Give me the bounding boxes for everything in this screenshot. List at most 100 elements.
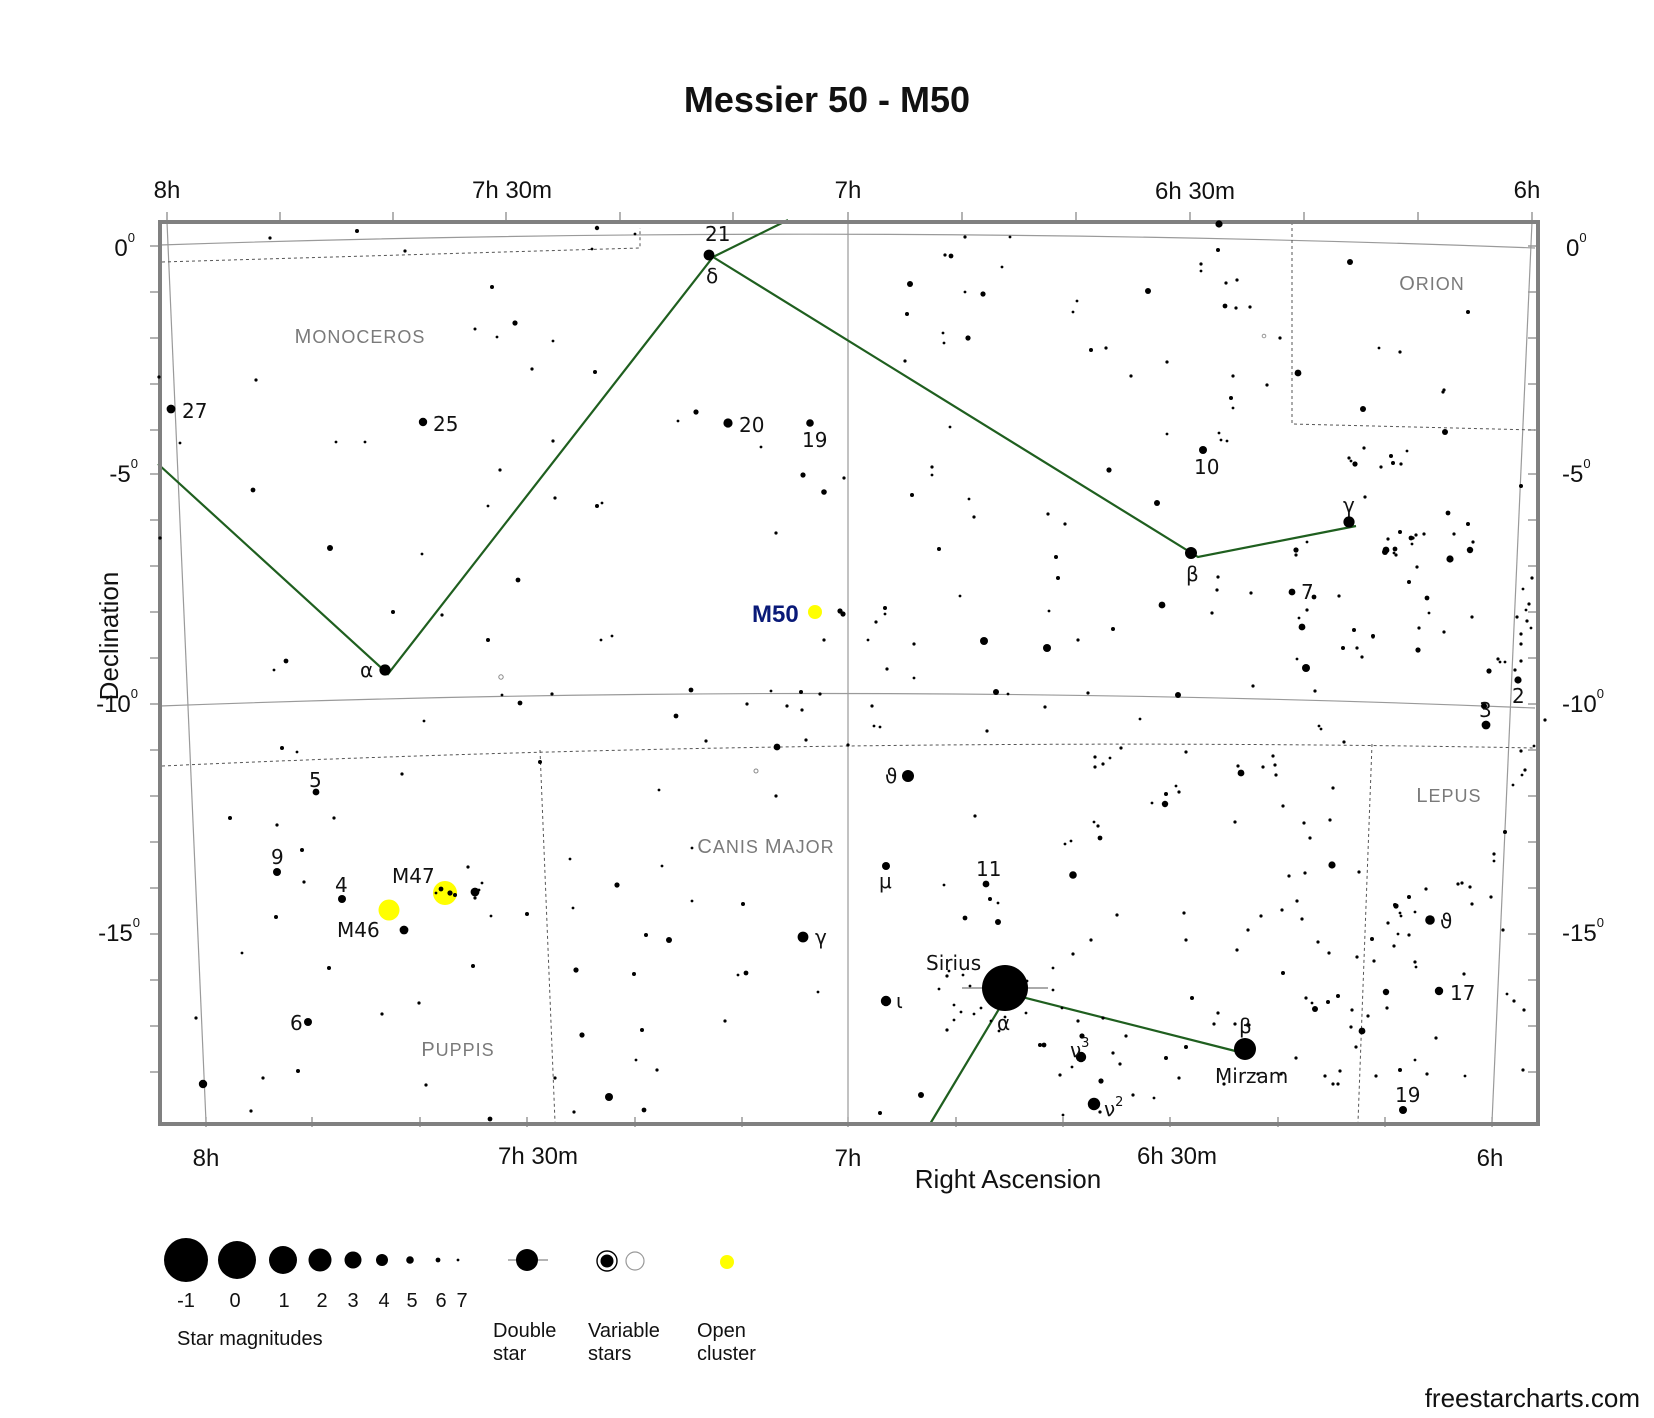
boundary-lepus [1357, 743, 1373, 1123]
label-7: 7 [1301, 580, 1314, 604]
legend-mag-1 [269, 1246, 297, 1274]
star-near-m47 [470, 887, 480, 897]
label-m46: M46 [337, 918, 380, 942]
label-nu3: ν [1070, 1038, 1081, 1062]
canis-major-stick-figure [1009, 992, 1252, 1057]
label-mirzam: Mirzam [1215, 1064, 1288, 1088]
svg-text:-100: -100 [1562, 686, 1604, 718]
star-20-mon [723, 418, 733, 428]
star-17-lep [1434, 986, 1444, 996]
label-3: 3 [1479, 698, 1492, 722]
star-sirius [982, 965, 1028, 1011]
dec-axis-right: 0 0 -50 -100 -150 [1562, 230, 1604, 947]
legend-magnitudes-caption: Star magnitudes [177, 1328, 323, 1350]
constellation-puppis: PUPPIS [421, 1039, 494, 1061]
star-theta-lep [1425, 915, 1435, 925]
label-nu3-sup: 3 [1081, 1036, 1089, 1051]
star-7-mon [1288, 588, 1296, 596]
label-20: 20 [739, 413, 764, 437]
legend: -1 0 1 2 3 4 5 6 7 Star magnitudes Doubl… [164, 1238, 756, 1365]
label-iota: ι [896, 989, 903, 1013]
legend-open-cluster-line1: Open [697, 1320, 746, 1342]
cluster-m46-marker [378, 899, 400, 921]
legend-variable-star-faint-icon [625, 1251, 645, 1271]
label-25: 25 [433, 412, 458, 436]
label-alpha-cma: α [997, 1011, 1010, 1035]
legend-variable-stars-line2: stars [588, 1343, 631, 1365]
legend-double-star-line1: Double [493, 1320, 556, 1342]
legend-variable-star-ring [596, 1250, 618, 1272]
star-gamma-ori-region [1343, 516, 1355, 528]
dec-sup-minus10: 0 [131, 686, 138, 701]
chart-frame [158, 220, 1540, 1126]
legend-mag-6 [435, 1257, 441, 1263]
ra-line-6h [1491, 221, 1533, 1123]
dec-label-right-minus5: -5 [1562, 461, 1583, 488]
star-27-mon [166, 404, 176, 414]
label-alpha-mon: α [360, 658, 373, 682]
svg-text:00: 00 [114, 230, 135, 262]
star-2-mon [1514, 676, 1522, 684]
named-stars [166, 249, 1522, 1114]
label-mu: μ [879, 869, 892, 893]
star-3-mon [1481, 720, 1491, 730]
star-nu3-cma [1075, 1051, 1087, 1063]
variable-star-ring-2 [753, 768, 759, 774]
svg-text:-150: -150 [1562, 915, 1604, 947]
constellation-lepus: LEPUS [1416, 785, 1481, 807]
coordinate-grid [159, 221, 1536, 1123]
star-nu2-cma [1087, 1097, 1101, 1111]
label-11: 11 [976, 857, 1001, 881]
label-21: 21 [705, 222, 730, 246]
label-gamma-cma: γ [815, 925, 827, 949]
dec-sup-right-minus15: 0 [1597, 915, 1604, 930]
legend-mag-label-1: 1 [278, 1290, 289, 1312]
svg-text:-150: -150 [98, 915, 140, 947]
star-9-pup [273, 868, 281, 876]
legend-mag-label-4: 4 [378, 1290, 389, 1312]
svg-text:-100: -100 [96, 686, 138, 718]
constellation-orion: ORION [1399, 273, 1465, 295]
legend-mag-5 [406, 1256, 414, 1264]
label-theta-lep: ϑ [1440, 909, 1452, 933]
legend-mag-label-3: 3 [347, 1290, 358, 1312]
open-clusters [378, 605, 822, 921]
star-alpha-mon [379, 664, 391, 676]
top-ra-label-7h30m: 7h 30m [472, 177, 552, 204]
top-ra-label-6h: 6h [1514, 177, 1541, 204]
label-theta-cma: ϑ [885, 764, 897, 788]
legend-mag-0 [218, 1241, 256, 1279]
legend-double-star-icon [516, 1249, 538, 1271]
dec-sup-right-0: 0 [1579, 230, 1586, 245]
bottom-ra-label-7h: 7h [835, 1145, 862, 1172]
legend-open-cluster-line2: cluster [697, 1343, 756, 1365]
svg-text:-50: -50 [109, 456, 138, 488]
asterism-lines [157, 219, 1357, 1125]
label-beta-mon: β [1186, 562, 1199, 586]
dec-sup-minus5: 0 [131, 456, 138, 471]
label-5: 5 [309, 768, 322, 792]
svg-text:-50: -50 [1562, 456, 1591, 488]
constellation-monoceros: MONOCEROS [295, 326, 426, 348]
legend-mag-minus1 [164, 1238, 208, 1282]
label-19-lep: 19 [1395, 1083, 1420, 1107]
bottom-ra-label-8h: 8h [193, 1145, 220, 1172]
label-m50-target: M50 [752, 601, 799, 628]
monoceros-stick-figure [157, 219, 789, 676]
variable-star-ring-1 [498, 674, 504, 680]
boundary-orion [1291, 222, 1536, 431]
credit-text: freestarcharts.com [1425, 1383, 1640, 1413]
legend-mag-3 [344, 1251, 362, 1269]
label-2: 2 [1512, 684, 1525, 708]
chart-title: Messier 50 - M50 [684, 79, 970, 120]
label-10: 10 [1194, 455, 1219, 479]
star-20-cma-sm [937, 987, 941, 991]
star-25-mon [418, 417, 428, 427]
star-6-pup [304, 1018, 312, 1026]
dec-axis-left: 00 -50 -100 -150 [96, 230, 140, 947]
dec-sup-0: 0 [128, 230, 135, 245]
legend-variable-star-icon [600, 1254, 614, 1268]
legend-mag-2 [308, 1248, 332, 1272]
star-near-m46 [399, 925, 409, 935]
